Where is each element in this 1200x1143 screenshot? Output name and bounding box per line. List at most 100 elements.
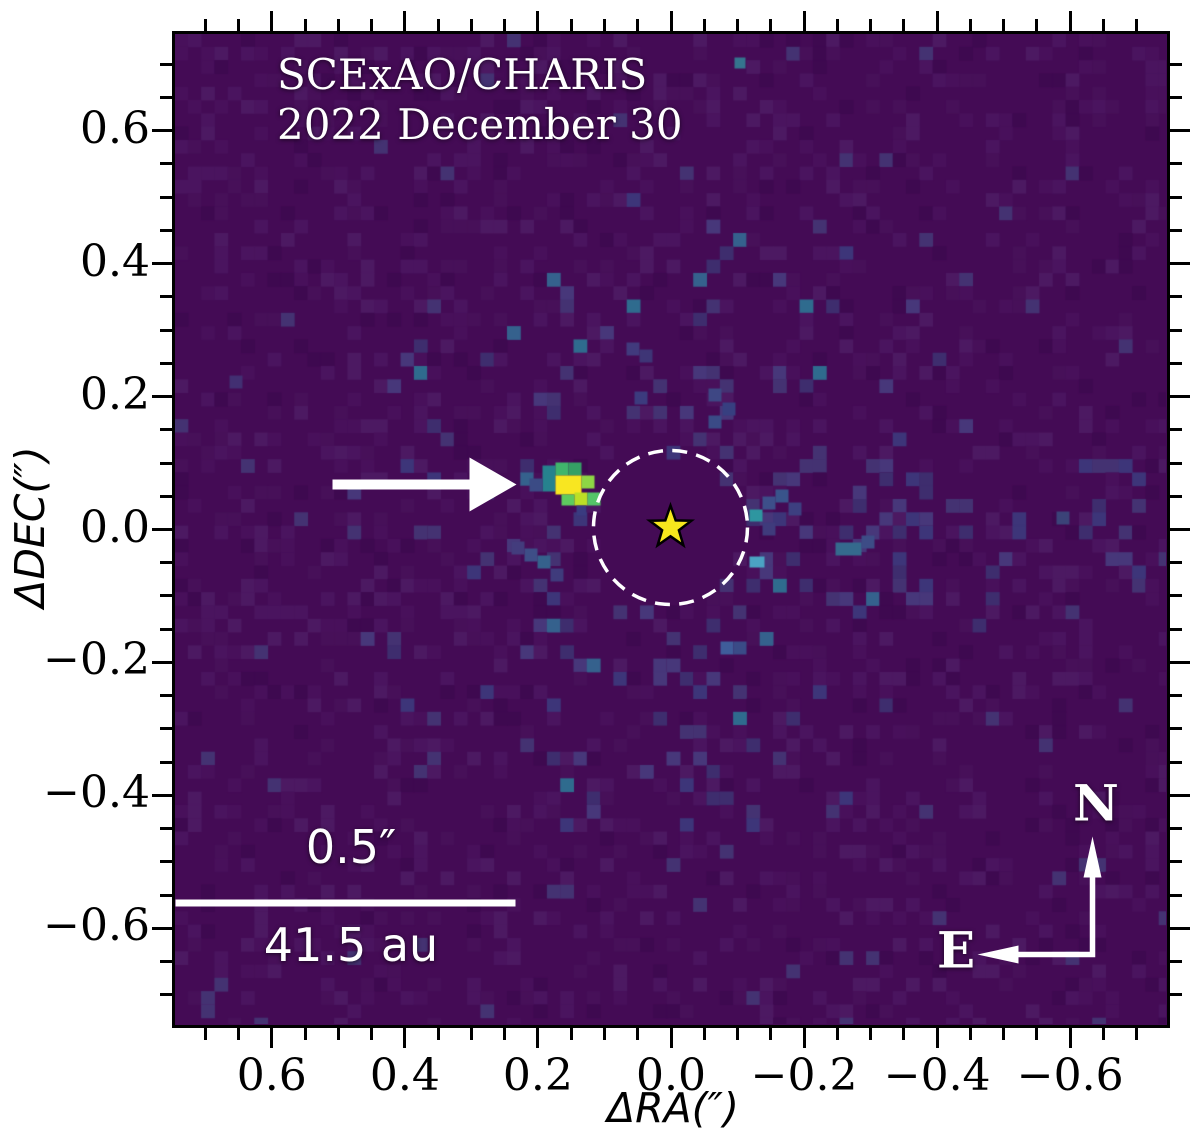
x-tick	[503, 1028, 507, 1040]
x-tick	[835, 1028, 839, 1040]
x-tick-label: −0.2	[750, 1050, 858, 1101]
y-tick	[160, 760, 172, 764]
y-tick-label: −0.6	[43, 900, 150, 952]
y-tick	[152, 129, 172, 133]
y-tick	[160, 694, 172, 698]
y-tick-right	[1170, 993, 1182, 997]
y-tick-right	[1170, 461, 1182, 465]
x-tick-top	[636, 19, 640, 31]
y-tick-right	[1170, 262, 1190, 266]
x-tick	[1035, 1028, 1039, 1040]
y-tick	[160, 62, 172, 66]
x-tick	[303, 1028, 307, 1040]
y-tick	[160, 162, 172, 166]
y-tick-right	[1170, 727, 1182, 731]
x-tick	[702, 1028, 706, 1040]
y-tick-right	[1170, 793, 1190, 797]
y-tick	[160, 993, 172, 997]
y-tick-right	[1170, 860, 1182, 864]
x-tick-top	[669, 11, 673, 31]
x-tick	[203, 1028, 207, 1040]
x-tick-top	[237, 19, 241, 31]
y-tick	[152, 926, 172, 930]
x-tick-top	[569, 19, 573, 31]
y-tick	[160, 893, 172, 897]
x-tick	[669, 1028, 673, 1048]
y-tick	[152, 528, 172, 531]
y-tick	[160, 494, 172, 498]
x-tick	[968, 1028, 972, 1040]
x-tick-top	[802, 11, 806, 31]
x-tick-top	[403, 11, 407, 31]
x-tick-top	[336, 19, 340, 31]
y-tick-right	[1170, 129, 1190, 133]
y-tick	[160, 195, 172, 199]
y-tick-right	[1170, 228, 1182, 232]
x-tick-top	[370, 19, 374, 31]
x-tick	[736, 1028, 740, 1040]
y-tick-right	[1170, 62, 1182, 66]
scalebar-physical-label: 41.5 au	[263, 918, 439, 972]
x-tick	[636, 1028, 640, 1040]
x-tick-top	[469, 19, 473, 31]
y-tick	[160, 228, 172, 232]
y-axis-label: ΔDEC(″)	[6, 446, 54, 608]
x-tick-top	[869, 19, 873, 31]
x-tick-top	[835, 19, 839, 31]
y-tick-right	[1170, 926, 1190, 930]
y-tick-right	[1170, 561, 1182, 565]
y-tick	[160, 627, 172, 631]
y-tick-label: 0.6	[80, 102, 150, 154]
x-tick-top	[303, 19, 307, 31]
y-tick-right	[1170, 494, 1182, 498]
y-tick-right	[1170, 428, 1182, 432]
y-tick-right	[1170, 528, 1190, 531]
plot-area: SCExAO/CHARIS 2022 December 30 0.5″ 41.5…	[172, 31, 1170, 1028]
y-tick-right	[1170, 760, 1182, 764]
y-tick	[160, 960, 172, 964]
y-tick	[152, 395, 172, 399]
y-tick-right	[1170, 627, 1182, 631]
x-tick	[1101, 1028, 1105, 1040]
x-tick-top	[536, 11, 540, 31]
x-tick-top	[935, 11, 939, 31]
x-tick	[769, 1028, 773, 1040]
x-tick-top	[736, 19, 740, 31]
x-tick	[869, 1028, 873, 1040]
x-tick	[802, 1028, 806, 1048]
y-tick-right	[1170, 660, 1190, 664]
y-tick-right	[1170, 960, 1182, 964]
y-tick-right	[1170, 395, 1190, 399]
x-tick	[403, 1028, 407, 1048]
y-tick-label: −0.4	[43, 767, 150, 819]
x-tick-top	[1068, 11, 1072, 31]
x-tick-top	[270, 11, 274, 31]
x-tick	[602, 1028, 606, 1040]
y-tick-right	[1170, 295, 1182, 299]
x-tick-top	[902, 19, 906, 31]
x-tick-top	[702, 19, 706, 31]
y-tick-label: 0.2	[80, 368, 150, 420]
x-tick	[569, 1028, 573, 1040]
x-tick-top	[769, 19, 773, 31]
x-tick-top	[1135, 19, 1139, 31]
y-tick	[160, 95, 172, 99]
y-tick	[160, 428, 172, 432]
instrument-title: SCExAO/CHARIS	[277, 50, 648, 99]
y-tick-label: −0.2	[43, 634, 150, 686]
y-tick	[160, 594, 172, 598]
x-tick	[1068, 1028, 1072, 1048]
observation-date: 2022 December 30	[277, 100, 683, 149]
x-tick	[1002, 1028, 1006, 1040]
x-tick	[270, 1028, 274, 1048]
x-tick-top	[968, 19, 972, 31]
x-tick-label: 0.6	[236, 1050, 307, 1101]
x-tick-top	[203, 19, 207, 31]
y-tick	[160, 328, 172, 332]
y-tick-right	[1170, 95, 1182, 99]
x-tick	[935, 1028, 939, 1048]
y-tick	[160, 860, 172, 864]
x-tick-top	[602, 19, 606, 31]
x-tick	[536, 1028, 540, 1048]
